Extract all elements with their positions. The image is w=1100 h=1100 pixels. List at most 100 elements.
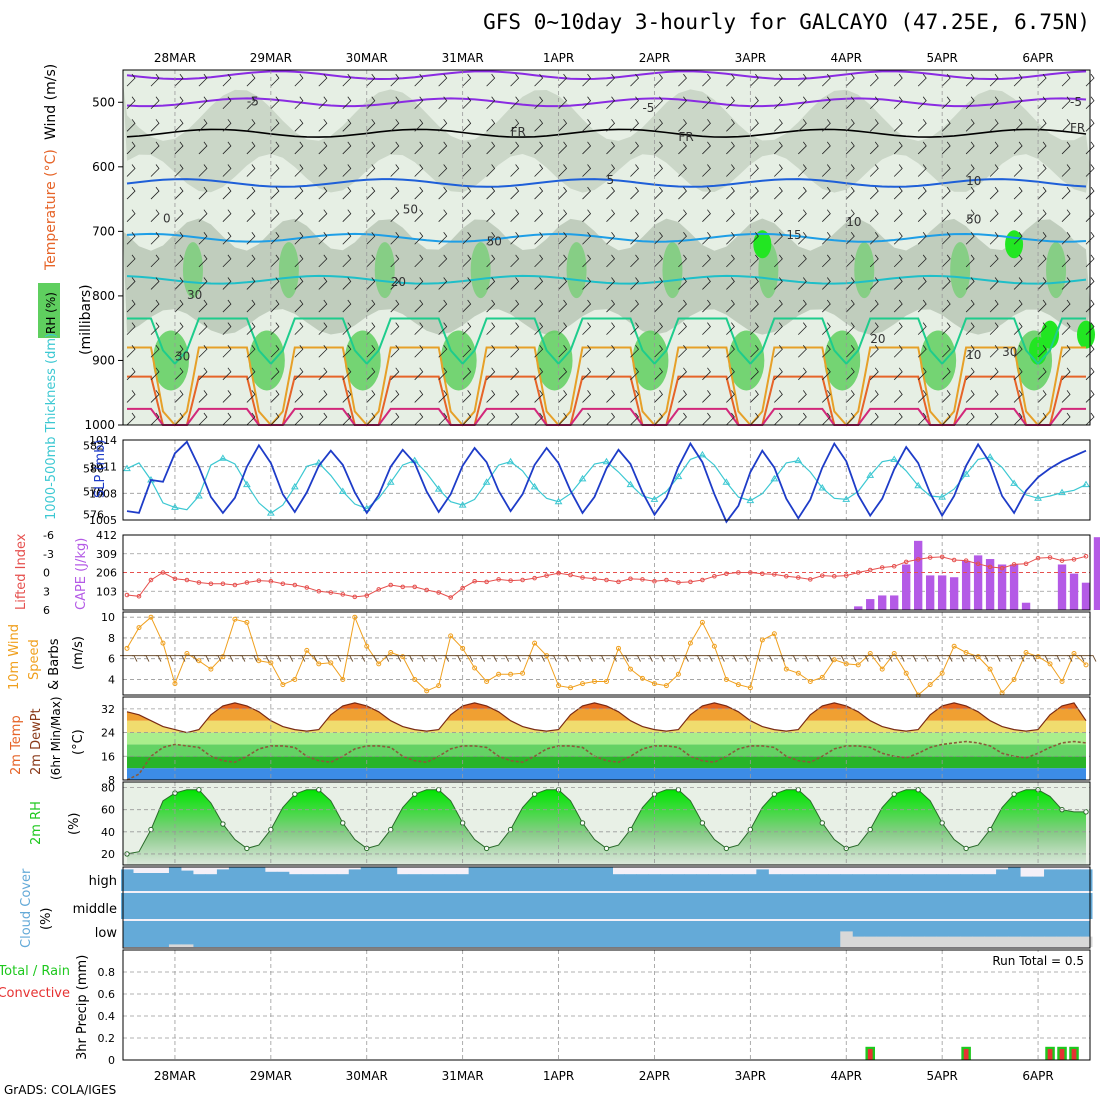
wind-barb	[390, 119, 400, 132]
rh2m-point	[819, 820, 825, 826]
wind-barb	[774, 390, 783, 403]
cloud-high-bar	[972, 874, 985, 891]
wind-barb	[246, 277, 256, 290]
thickness-label: 1000-500mb Thickness (dm)	[44, 333, 59, 520]
lifted-point	[592, 576, 597, 582]
wind-barb	[989, 344, 999, 358]
wind-speed-point	[855, 662, 861, 668]
thickness-point	[890, 455, 899, 462]
wind-barb	[246, 322, 256, 335]
wind-barb	[1061, 322, 1071, 335]
wind-barb	[390, 209, 400, 222]
wind-barb	[917, 141, 927, 155]
wind-barb	[845, 367, 855, 381]
wind-barb	[798, 322, 807, 335]
thickness-point	[171, 503, 179, 510]
wind-barb	[510, 299, 520, 313]
wind-barb	[654, 322, 663, 335]
cloud-high-bar	[132, 873, 146, 891]
wind-speed-point	[436, 683, 442, 689]
wind-barb	[222, 344, 232, 358]
cape-bar	[902, 564, 911, 610]
wind-barb	[318, 344, 328, 358]
cloud-mid-bar	[264, 893, 278, 919]
cloud-high-bar	[312, 874, 326, 891]
wind-speed-point	[723, 676, 729, 682]
cloud-mid-bar	[648, 893, 661, 919]
wind-barb	[438, 164, 448, 177]
chart-title: GFS 0~10day 3-hourly for GALCAYO (47.25E…	[483, 10, 1090, 34]
wind-barb	[222, 209, 232, 222]
thickness-point	[962, 470, 971, 477]
wind-barb	[366, 209, 376, 222]
cloud-high-bar	[552, 867, 566, 891]
run-total-box	[965, 952, 1087, 968]
wind-barb	[198, 186, 208, 200]
wind-barb	[798, 119, 807, 132]
wind-barb	[318, 299, 328, 313]
thickness-ytick-1: 578	[83, 485, 104, 498]
cloud-mid-bar	[456, 893, 470, 919]
wind-barb	[1085, 390, 1095, 403]
rh2m-point	[963, 845, 969, 852]
wind-barb	[893, 390, 903, 403]
isotherm-35	[127, 407, 1086, 426]
cloud-high-bar	[396, 874, 410, 891]
wind-barb	[821, 119, 831, 132]
cloud-mid-bar	[1068, 893, 1081, 919]
wind-barb	[534, 254, 544, 268]
cloud-low-bar	[984, 936, 997, 947]
cloud-high-bar	[984, 874, 997, 891]
thickness-point	[506, 457, 515, 465]
wind-barb	[534, 186, 544, 200]
thickness-point	[242, 480, 251, 488]
wind-barb	[1013, 344, 1023, 358]
precip-label: 3hr Precip (mm)	[75, 955, 90, 1060]
cloud-high-bar	[684, 874, 697, 891]
lifted-point	[364, 593, 370, 598]
wind-barb	[869, 96, 879, 110]
temp-ytick-2: 24	[101, 727, 115, 740]
rh-moist-blob	[566, 242, 587, 299]
wind-barb	[318, 73, 328, 87]
wind-barb	[750, 412, 759, 426]
wind-barb	[965, 254, 975, 268]
wind-label-3: & Barbs	[47, 638, 62, 690]
wind-speed-point	[268, 660, 274, 666]
cape-bar	[997, 564, 1007, 610]
lifted-point	[148, 577, 154, 583]
wind-speed-point	[472, 665, 478, 671]
wind-barb	[1037, 390, 1047, 403]
wind-barb	[989, 299, 999, 313]
wind-barb	[678, 119, 687, 132]
wind-barb	[222, 73, 232, 87]
wind-barb	[989, 186, 999, 200]
cloud-mid-bar	[696, 893, 709, 919]
cape-bar	[1057, 564, 1067, 610]
wind-speed-point	[148, 614, 154, 620]
wind-barb	[726, 412, 735, 426]
wind-barb	[893, 367, 903, 381]
contour-label-2: FR	[511, 125, 526, 139]
wind-barb	[534, 412, 544, 426]
lifted-point	[484, 579, 489, 585]
cloud-low-bar	[1032, 936, 1045, 947]
wind-barb	[486, 390, 496, 403]
wind-barb	[654, 254, 663, 268]
wind-barb	[558, 412, 568, 426]
thickness-ytick-0: 576	[83, 508, 104, 521]
lifted-point	[700, 577, 705, 583]
wind-barb	[414, 412, 424, 426]
wind-barb	[150, 254, 160, 268]
wind-barb	[246, 344, 256, 358]
wind-barb	[821, 232, 831, 245]
wind-barb	[678, 232, 687, 245]
date-label-top-1: 29MAR	[250, 51, 292, 65]
wind-speed-point	[951, 643, 957, 649]
wind-barb	[126, 344, 136, 358]
wind-barb	[174, 390, 184, 403]
contour-label-18: 50	[487, 235, 502, 249]
wind-barb	[893, 299, 903, 313]
cloud-mid-bar	[156, 893, 170, 919]
wind-barb	[462, 209, 472, 222]
